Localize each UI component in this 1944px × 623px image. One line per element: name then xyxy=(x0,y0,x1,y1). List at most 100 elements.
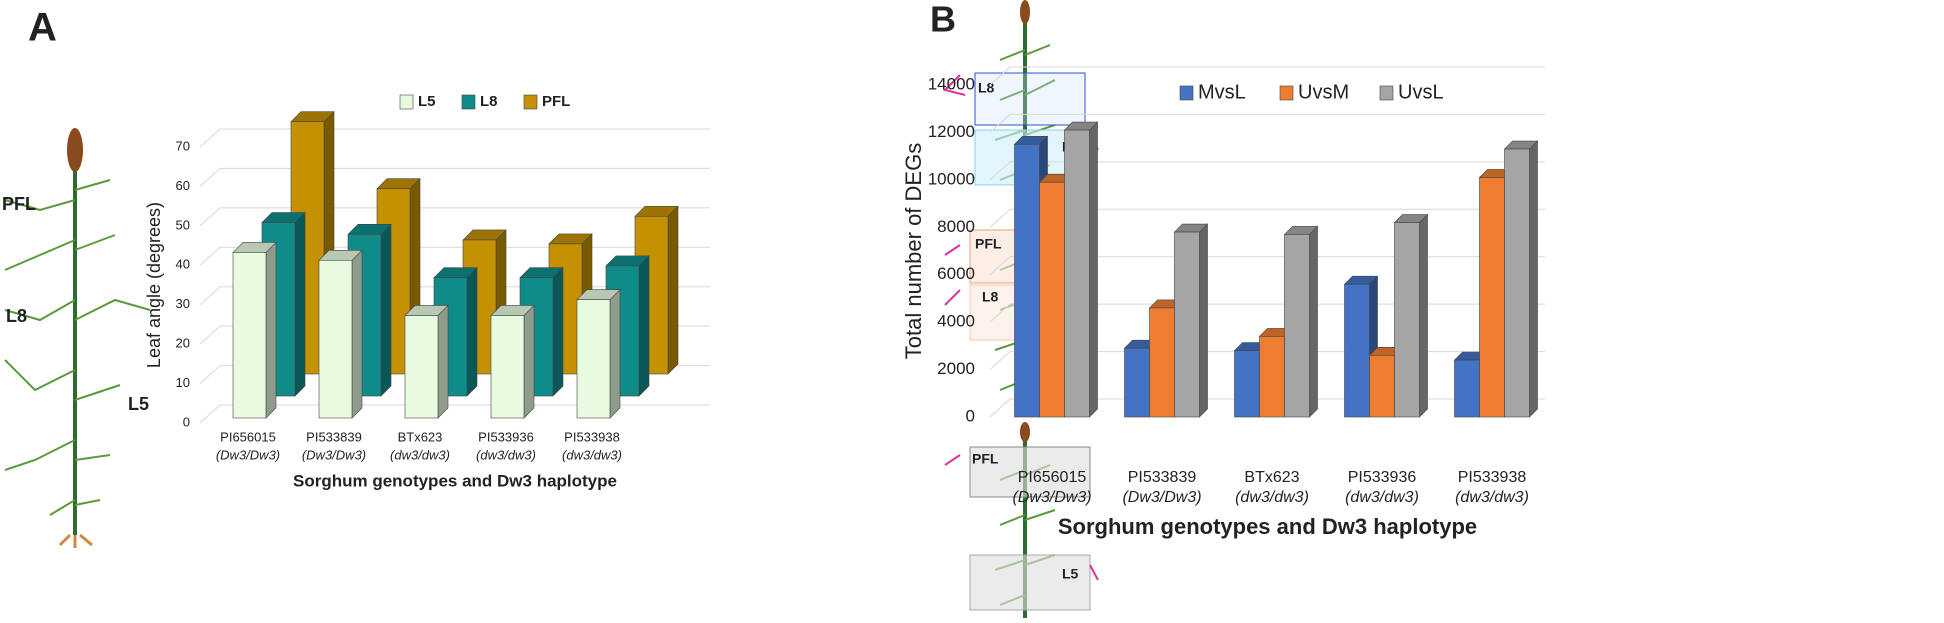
x-tick-sublabel: (Dw3/Dw3) xyxy=(216,447,280,462)
bar-face xyxy=(1039,181,1065,418)
bar-face xyxy=(351,249,363,419)
bar-face xyxy=(1344,283,1370,418)
bar-face xyxy=(1259,336,1285,418)
y-tick-label: 70 xyxy=(176,138,190,153)
y-tick-label: 10 xyxy=(176,375,190,390)
y-tick-label: 6000 xyxy=(937,264,975,283)
y-axis-label: Leaf angle (degrees) xyxy=(144,202,164,368)
bar-face xyxy=(466,266,478,397)
plant-label: L5 xyxy=(1062,566,1079,582)
legend-swatch xyxy=(1379,85,1394,101)
bar-face xyxy=(552,266,564,397)
bar-face xyxy=(576,299,611,419)
y-tick-label: 4000 xyxy=(937,312,975,331)
y-tick-label: 0 xyxy=(183,414,190,429)
bar xyxy=(1503,140,1539,418)
legend-label: L5 xyxy=(418,93,436,110)
grid-line xyxy=(989,208,1545,228)
y-tick-label: 12000 xyxy=(928,122,975,141)
grid-line xyxy=(989,66,1545,86)
grid-line xyxy=(199,246,710,266)
plant-label: L8 xyxy=(982,289,999,305)
x-tick-label: PI533839 xyxy=(1128,469,1197,486)
x-tick-sublabel: (dw3/dw3) xyxy=(1345,489,1419,506)
legend-label: UvsL xyxy=(1398,81,1444,103)
x-tick-sublabel: (Dw3/Dw3) xyxy=(302,447,366,462)
bar xyxy=(1393,213,1429,418)
bar-face xyxy=(1454,359,1480,418)
y-tick-label: 14000 xyxy=(928,74,975,93)
grid-line xyxy=(989,113,1545,133)
y-tick-label: 8000 xyxy=(937,217,975,236)
legend-swatch xyxy=(523,94,538,110)
grid-line xyxy=(199,167,710,187)
grid-line xyxy=(989,161,1545,181)
grid-line xyxy=(199,404,710,424)
grid-line xyxy=(199,207,710,227)
legend-label: PFL xyxy=(542,93,570,110)
y-tick-label: 30 xyxy=(176,296,190,311)
x-tick-sublabel: (dw3/dw3) xyxy=(1235,489,1309,506)
bar xyxy=(1063,121,1099,418)
bar-face xyxy=(380,223,392,397)
plant-label: PFL xyxy=(975,236,1002,252)
y-axis-label: Total number of DEGs xyxy=(901,143,926,359)
y-tick-label: 10000 xyxy=(928,169,975,188)
bar-face xyxy=(1149,307,1175,418)
x-tick-label: PI533839 xyxy=(306,429,362,444)
legend-swatch xyxy=(1179,85,1194,101)
x-tick-label: PI533936 xyxy=(1348,469,1417,486)
y-tick-label: 40 xyxy=(176,257,190,272)
x-tick-label: BTx623 xyxy=(1244,469,1299,486)
y-tick-label: 0 xyxy=(966,406,975,425)
bar xyxy=(490,304,535,419)
legend-swatch xyxy=(1279,85,1294,101)
x-tick-sublabel: (Dw3/Dw3) xyxy=(1012,489,1091,506)
legend-label: UvsM xyxy=(1298,81,1349,103)
bar-face xyxy=(1504,148,1530,418)
bar-face xyxy=(667,205,679,375)
x-tick-sublabel: (Dw3/Dw3) xyxy=(1122,489,1201,506)
bar-face xyxy=(1309,225,1318,418)
x-tick-label: PI656015 xyxy=(220,429,276,444)
bar-face xyxy=(232,252,267,419)
bar-face xyxy=(265,241,277,419)
x-tick-label: PI533938 xyxy=(564,429,620,444)
bar-face xyxy=(1394,222,1420,418)
x-tick-sublabel: (dw3/dw3) xyxy=(476,447,536,462)
bar-face xyxy=(638,255,650,397)
bar xyxy=(576,288,621,419)
bar-face xyxy=(404,315,439,419)
bar-face xyxy=(1419,213,1428,418)
bar-face xyxy=(1529,140,1538,418)
plant-label: L5 xyxy=(128,394,149,414)
plant-diagram xyxy=(4,128,151,548)
x-tick-label: PI533938 xyxy=(1458,469,1527,486)
legend-label: L8 xyxy=(480,93,498,110)
legend-label: MvsL xyxy=(1198,81,1246,103)
bar-face xyxy=(490,315,525,419)
grid-line xyxy=(989,256,1545,276)
x-tick-sublabel: (dw3/dw3) xyxy=(562,447,622,462)
x-tick-label: BTx623 xyxy=(398,429,443,444)
plant-label: L8 xyxy=(978,80,995,96)
bar-face xyxy=(437,304,449,419)
legend-swatch xyxy=(399,94,414,110)
grid-line xyxy=(199,128,710,148)
bar-face xyxy=(294,211,306,397)
bar xyxy=(404,304,449,419)
bar xyxy=(605,255,650,397)
bar-face xyxy=(1234,350,1260,418)
bar-face xyxy=(1284,234,1310,418)
bar-face xyxy=(1124,347,1150,418)
x-tick-label: PI533936 xyxy=(478,429,534,444)
y-tick-label: 20 xyxy=(176,336,190,351)
bar xyxy=(318,249,363,419)
panel-label: A xyxy=(28,6,57,50)
bar-face xyxy=(1369,355,1395,418)
x-tick-sublabel: (dw3/dw3) xyxy=(390,447,450,462)
x-axis-label: Sorghum genotypes and Dw3 haplotype xyxy=(1058,514,1477,539)
bar-face xyxy=(1089,121,1098,418)
bar-face xyxy=(609,288,621,419)
bar-face xyxy=(1014,143,1040,418)
